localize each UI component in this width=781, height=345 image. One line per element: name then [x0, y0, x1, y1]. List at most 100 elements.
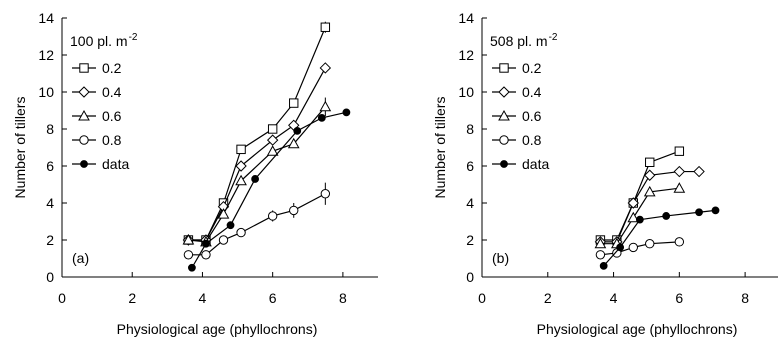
- data-point: [673, 165, 686, 178]
- data-point: [711, 206, 720, 215]
- legend-label: 0.8: [102, 132, 122, 148]
- data-point: [201, 250, 211, 260]
- y-tick-label: 2: [46, 232, 54, 248]
- data-point: [266, 145, 279, 156]
- x-axis-label: Physiological age (phyllochrons): [537, 321, 738, 337]
- legend-label: 0.4: [102, 84, 122, 100]
- legend-item: 0.4: [72, 84, 122, 100]
- data-point: [226, 221, 235, 230]
- data-point: [218, 235, 229, 245]
- data-point: [693, 165, 705, 178]
- legend-item: 0.4: [492, 84, 542, 100]
- legend-marker: [498, 109, 510, 121]
- y-tick-label: 14: [458, 10, 474, 26]
- y-tick-label: 12: [458, 47, 474, 63]
- series-0-2: [595, 146, 685, 245]
- x-tick-label: 4: [199, 290, 207, 306]
- y-tick-label: 6: [46, 158, 54, 174]
- series-line: [600, 170, 700, 243]
- y-tick-label: 6: [466, 158, 474, 174]
- x-tick-label: 2: [544, 290, 552, 306]
- data-point: [235, 174, 247, 186]
- series-0-8: [183, 182, 331, 260]
- legend-marker: [78, 86, 90, 98]
- y-tick-label: 2: [466, 232, 474, 248]
- series-data: [599, 206, 720, 270]
- y-tick-label: 4: [46, 195, 54, 211]
- data-point: [293, 126, 302, 135]
- legend-title: 100 pl. m: [70, 33, 128, 49]
- data-point: [289, 98, 299, 108]
- data-point: [289, 205, 299, 216]
- data-point: [628, 242, 638, 253]
- data-point: [695, 208, 703, 217]
- data-point: [183, 250, 194, 260]
- data-point: [627, 211, 640, 223]
- x-tick-label: 8: [741, 290, 749, 306]
- legend-marker: [500, 160, 508, 168]
- data-point: [645, 239, 655, 249]
- data-point: [217, 208, 230, 219]
- legend-item: 0.2: [72, 60, 122, 76]
- data-point: [342, 108, 351, 117]
- legend-label: data: [522, 156, 549, 172]
- x-tick-label: 6: [269, 290, 277, 306]
- y-tick-label: 14: [38, 10, 54, 26]
- legend-label: 0.2: [522, 60, 542, 76]
- data-point: [182, 233, 195, 245]
- x-tick-label: 2: [128, 290, 136, 306]
- series-line: [188, 67, 326, 241]
- legend-item: 0.6: [492, 108, 542, 124]
- x-tick-label: 4: [610, 290, 618, 306]
- legend-item: 0.8: [72, 132, 122, 148]
- legend-label: 0.6: [522, 108, 542, 124]
- series-0-4: [594, 165, 705, 248]
- data-point: [320, 22, 331, 32]
- legend-title: 508 pl. m: [490, 33, 548, 49]
- legend-label: 0.8: [522, 132, 542, 148]
- legend-marker: [499, 63, 509, 73]
- y-tick-label: 10: [38, 84, 54, 100]
- legend-item: 0.2: [492, 60, 542, 76]
- series-0-4: [182, 62, 332, 246]
- y-tick-label: 0: [466, 269, 474, 285]
- legend-title-exponent: -2: [129, 32, 138, 43]
- x-tick-label: 6: [675, 290, 683, 306]
- data-point: [317, 114, 326, 122]
- data-point: [662, 212, 671, 220]
- data-point: [236, 144, 246, 155]
- x-tick-label: 0: [58, 290, 66, 306]
- data-point: [320, 189, 331, 199]
- data-point: [319, 100, 332, 112]
- data-point: [635, 215, 644, 224]
- y-tick-label: 8: [46, 121, 54, 137]
- panel-label: (b): [492, 250, 509, 266]
- legend-item: data: [72, 156, 129, 172]
- y-tick-label: 0: [46, 269, 54, 285]
- data-point: [251, 175, 260, 183]
- y-axis-label: Number of tillers: [12, 97, 28, 199]
- legend-label: data: [102, 156, 129, 172]
- data-point: [287, 137, 300, 149]
- data-point: [188, 263, 196, 272]
- data-point: [674, 237, 685, 247]
- data-point: [645, 157, 655, 168]
- legend-label: 0.4: [522, 84, 542, 100]
- data-point: [267, 124, 278, 134]
- data-point: [599, 262, 608, 270]
- y-tick-label: 8: [466, 121, 474, 137]
- data-point: [202, 239, 210, 248]
- legend-marker: [499, 135, 509, 145]
- data-point: [267, 211, 278, 221]
- legend-item: data: [492, 156, 549, 172]
- y-tick-label: 4: [466, 195, 474, 211]
- x-axis-label: Physiological age (phyllochrons): [117, 321, 318, 337]
- panel-a: 0 2 4 6 8 10 12 14 0 2 4 6 8 Physiological age (phyll…: [12, 10, 378, 337]
- data-point: [319, 62, 332, 74]
- legend-label: 0.2: [102, 60, 122, 76]
- legend-marker: [79, 63, 89, 73]
- series-0-2: [183, 21, 331, 245]
